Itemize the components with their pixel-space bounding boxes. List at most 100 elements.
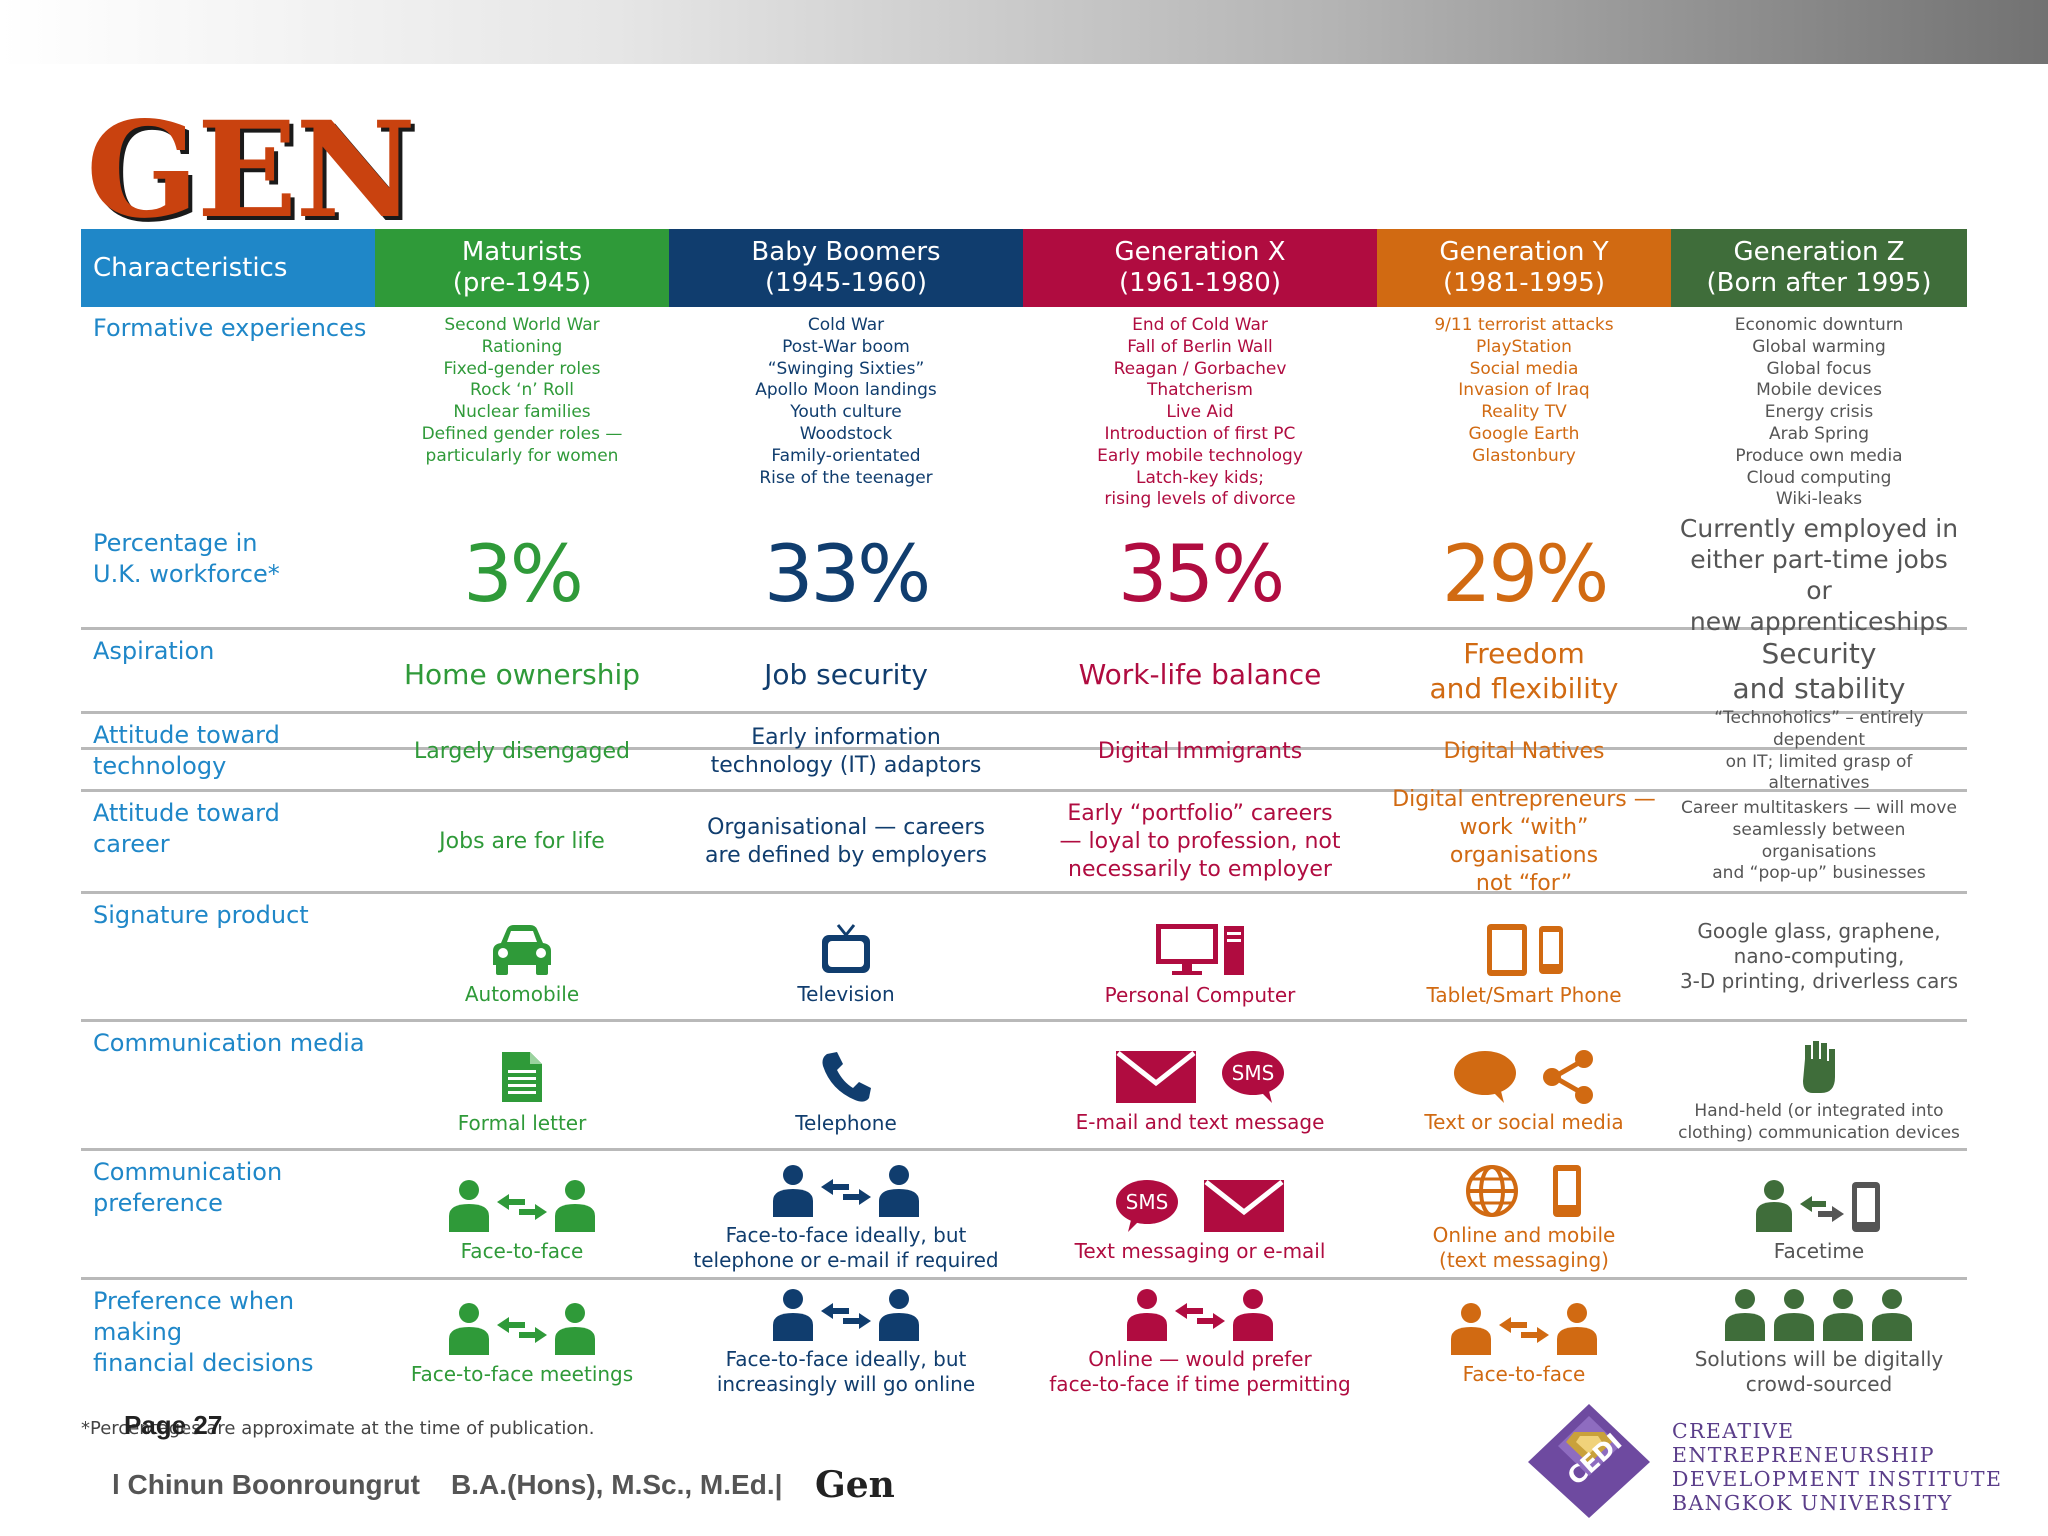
icon-caption: Formal letter [457,1111,587,1135]
icon-caption: Hand-held (or integrated into [1694,1101,1944,1122]
sms-bubble-icon: SMS [1114,1178,1180,1234]
text-line: 3-D printing, driverless cars [1679,969,1959,993]
phone-icon [1553,1165,1581,1217]
envelope-icon [1204,1180,1284,1232]
header-gen-name: Maturists [461,237,583,267]
formative-item: Woodstock [799,423,893,444]
sms-label: SMS [1231,1061,1275,1085]
sms-bubble-icon: SMS [1220,1049,1286,1105]
row-label: Communication preference [93,1157,383,1219]
chat-bubble-icon [1454,1051,1516,1103]
formative-item: “Swinging Sixties” [767,358,925,379]
icon-caption: Face-to-face [460,1239,584,1263]
globe-icon [1466,1165,1518,1217]
envelope-sms-icon: SMS [1114,1049,1286,1105]
percentage-generation-y: 29% [1441,529,1609,620]
row-technology: Attitude toward technology Largely disen… [81,708,1967,793]
people-exchange-icon [1451,1303,1597,1355]
formative-item: Thatcherism [1147,380,1253,401]
text-line: technology (IT) adaptors [710,752,982,778]
formative-maturists: Second World War Rationing Fixed-gender … [375,307,669,747]
aspiration-generation-x: Work-life balance [1078,658,1322,691]
author-line: l Chinun Boonroungrut B.A.(Hons), M.Sc.,… [112,1469,791,1500]
institute-line: CREATIVE ENTREPRENEURSHIP [1672,1419,1935,1467]
percentage-generation-x: 35% [1117,529,1285,620]
header-gen-years: (1961-1980) [1118,268,1281,298]
formative-item: Reagan / Gorbachev [1113,358,1287,379]
people-exchange-icon [773,1289,919,1341]
financial-generation-y: Face-to-face [1377,1280,1671,1404]
television-icon [822,923,870,973]
technology-maturists: Largely disengaged [414,738,630,764]
row-label-line: Communication [93,1158,283,1186]
icon-caption: Text messaging or e-mail [1074,1239,1326,1263]
formative-item: Google Earth [1468,423,1580,444]
header-gen-years: (pre-1945) [452,268,592,298]
icon-caption: Television [797,981,895,1006]
icon-caption: Online and mobile [1432,1223,1616,1247]
formative-item: Produce own media [1735,445,1903,466]
header-gen-years: (Born after 1995) [1706,268,1932,298]
preference-generation-x: SMS Text messaging or e-mail [1023,1151,1377,1277]
row-label-line: Percentage in [93,529,258,557]
text-line: either part-time jobs or [1690,544,1948,605]
text-line: seamlessly between organisations [1732,819,1906,862]
text-line: and stability [1732,671,1906,705]
text-line: Currently employed in [1679,513,1959,543]
icon-caption: Face-to-face ideally, but [725,1347,967,1371]
people-exchange-icon [449,1303,595,1355]
text-line: Organisational — careers [707,814,985,840]
product-generation-x: Personal Computer [1023,894,1377,1019]
row-financial-decisions: Preference when making financial decisio… [81,1280,1967,1404]
sms-label: SMS [1125,1190,1169,1214]
aspiration-generation-z: Security and stability [1671,630,1967,711]
row-aspiration: Aspiration Home ownership Job security W… [81,630,1967,714]
percentage-baby-boomers: 33% [763,529,931,620]
header-maturists: Maturists (pre-1945) [375,229,669,307]
text-line: Early “portfolio” careers [1067,800,1333,826]
formative-item: Fixed-gender roles [443,358,601,379]
icon-caption: Face-to-face [1462,1362,1586,1386]
row-label: Aspiration [93,637,215,665]
page-number: Page 27 [124,1410,223,1440]
preference-maturists: Face-to-face [375,1151,669,1277]
text-line: not “for” [1475,870,1573,896]
formative-item: Apollo Moon landings [755,380,937,401]
row-label-line: Attitude toward [93,799,280,827]
icon-caption: E-mail and text message [1075,1110,1325,1134]
preference-generation-z: Facetime [1671,1151,1967,1277]
tablet-phone-icon [1487,923,1563,976]
globe-phone-icon [1464,1163,1584,1219]
row-label: Attitude toward career [93,798,383,860]
text-line: Freedom [1463,636,1585,670]
preference-generation-y: Online and mobile (text messaging) [1377,1151,1671,1277]
technology-generation-y: Digital Natives [1443,738,1605,764]
text-line: — loyal to profession, not [1059,828,1341,854]
icon-caption: Tablet/Smart Phone [1426,982,1622,1007]
row-label-line: Attitude toward [93,721,280,749]
row-label-line: financial decisions [93,1349,314,1377]
icon-caption: Online — would prefer [1088,1347,1312,1371]
text-line: Early information [751,724,941,750]
formative-item: PlayStation [1476,336,1572,357]
row-label-line: career [93,830,170,858]
envelope-icon [1116,1051,1196,1103]
technology-baby-boomers: Early information technology (IT) adapto… [669,714,1023,789]
formative-generation-z: Economic downturn Global warming Global … [1671,307,1967,747]
formative-item: Economic downturn [1734,315,1904,335]
formative-item: Nuclear families [453,402,591,423]
people-exchange-icon [773,1165,919,1217]
formative-item: End of Cold War [1132,315,1268,335]
header-characteristics-label: Characteristics [93,252,288,283]
cedi-logo: CEDI [1524,1402,1654,1520]
text-line: Career multitaskers — will move [1681,797,1957,818]
percentage-generation-z: Currently employed in either part-time j… [1671,514,1967,636]
media-generation-z: Hand-held (or integrated into clothing) … [1671,1022,1967,1148]
chat-share-icon [1452,1049,1596,1105]
icon-caption: crowd-sourced [1745,1372,1893,1396]
formative-item: Defined gender roles — [421,423,623,444]
text-line: on IT; limited grasp of alternatives [1725,751,1913,794]
formative-item: Fall of Berlin Wall [1127,336,1273,357]
formative-item: 9/11 terrorist attacks [1434,315,1614,335]
formative-item: Wiki-leaks [1775,489,1863,510]
